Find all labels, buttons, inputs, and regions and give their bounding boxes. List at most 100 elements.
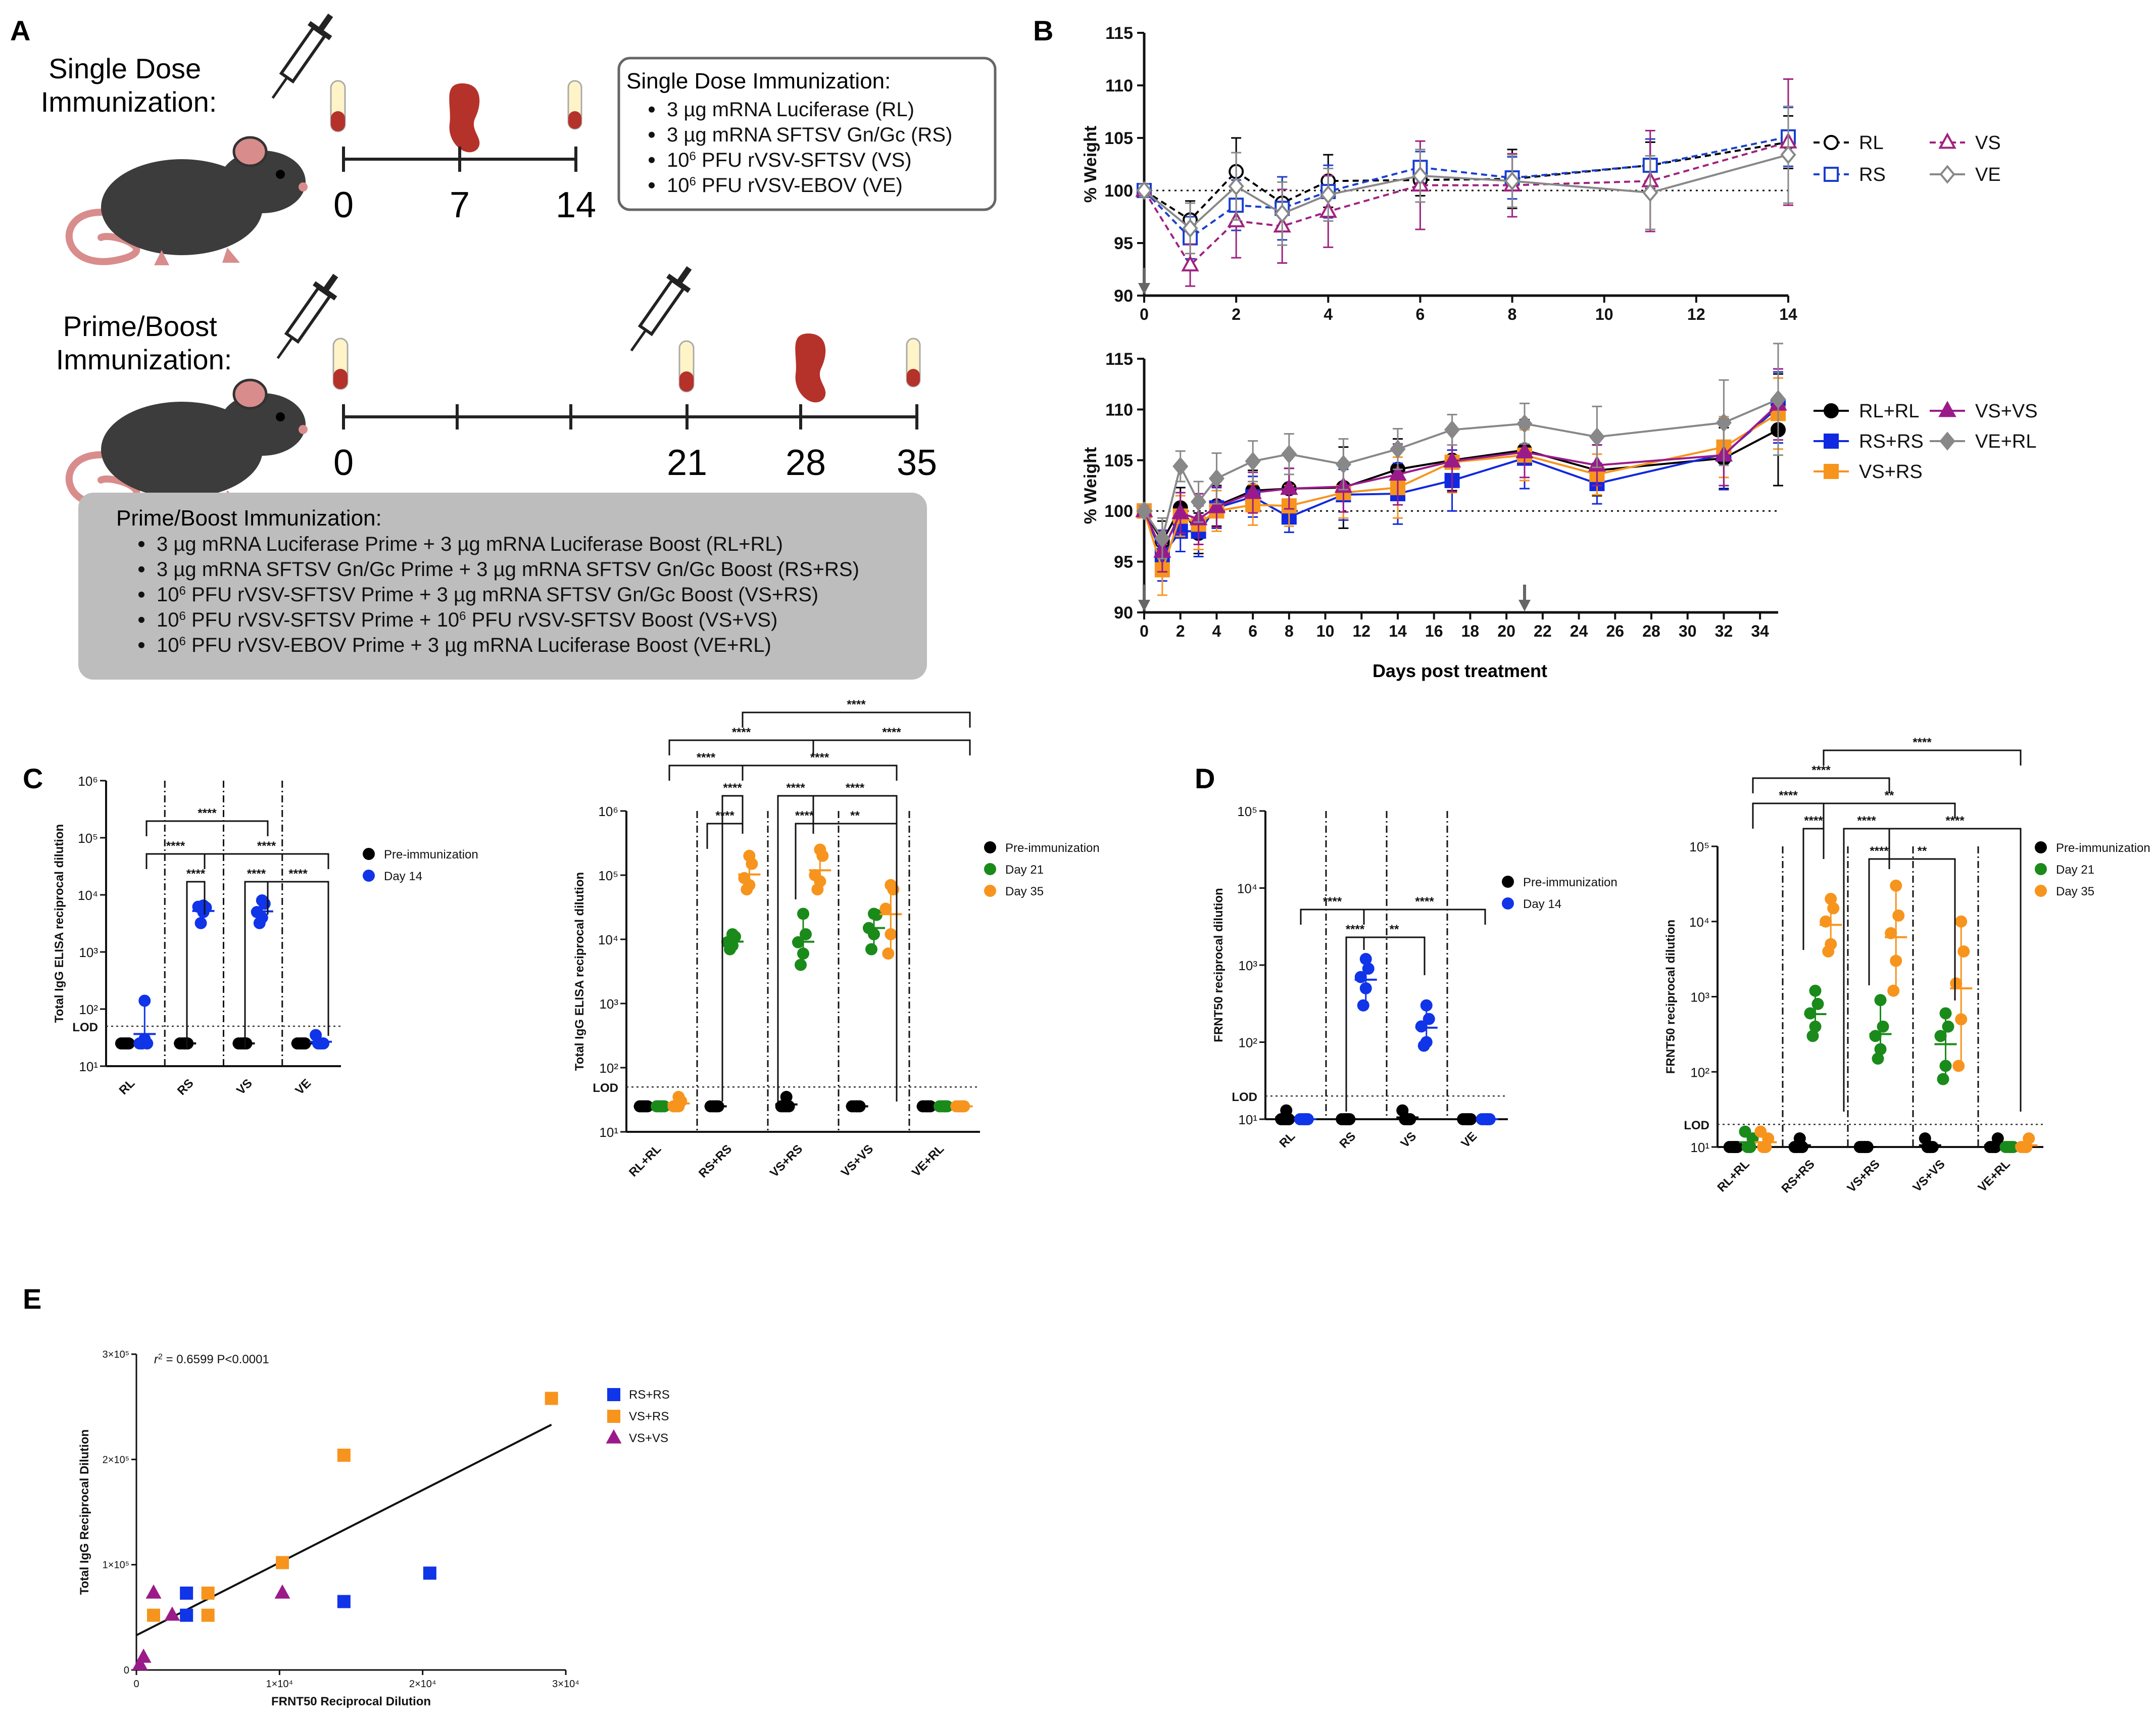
- data-point-Pre-immunization: [1921, 1141, 1934, 1153]
- y-tick-label: 10⁶: [78, 774, 98, 789]
- data-point-Pre-immunization: [1791, 1141, 1803, 1153]
- panel-letter-a: A: [10, 15, 30, 46]
- lod-label: LOD: [1684, 1119, 1709, 1132]
- treatment-arrow-icon: [1518, 600, 1531, 611]
- x-axis-label: FRNT50 Reciprocal Dilution: [271, 1695, 431, 1708]
- significance-label: ****: [1323, 895, 1342, 909]
- x-tick-label: 6: [1416, 305, 1425, 323]
- data-point-VS: [1181, 255, 1199, 272]
- data-point-Day 35: [879, 902, 892, 915]
- group-label: RS: [1337, 1129, 1359, 1151]
- lod-label: LOD: [593, 1081, 618, 1095]
- legend-label-VS+VS: VS+VS: [1975, 401, 2038, 422]
- data-point-Pre-immunization: [1399, 1113, 1411, 1125]
- significance-label: ****: [723, 781, 742, 795]
- y-tick-label: 10¹: [79, 1059, 98, 1074]
- legend-marker: [2035, 863, 2047, 875]
- bullet-icon: [649, 131, 655, 138]
- x-tick-label: 18: [1461, 622, 1480, 640]
- group-label: RL: [1277, 1129, 1298, 1151]
- legend-marker: [984, 863, 996, 875]
- single-dose-box: [617, 57, 997, 211]
- chart-b-top: 90 95 100 105 110 115 0 2 4 6 8 10 12 14 % Weight RL RS V…: [1081, 24, 2001, 323]
- legend-label-VS+RS: VS+RS: [1859, 461, 1923, 483]
- y-tick-label: 10³: [1238, 958, 1257, 973]
- blood-tube-prime-0: [332, 338, 349, 390]
- x-tick-label: 26: [1606, 622, 1624, 640]
- data-point-Day 21: [865, 943, 877, 955]
- y-tick-label: 10¹: [1690, 1140, 1709, 1155]
- y-tick-label: 105: [1104, 451, 1133, 470]
- group-label: VE: [292, 1076, 314, 1097]
- significance-label: ****: [1779, 789, 1798, 802]
- y-tick-label: 115: [1105, 24, 1133, 43]
- data-point-Day 35: [1827, 902, 1840, 915]
- significance-bracket: [1363, 936, 1426, 975]
- y-tick-label: 10¹: [599, 1125, 618, 1140]
- single-box-list: 3 µg mRNA Luciferase (RL) 3 µg mRNA SFTSV…: [649, 99, 952, 197]
- significance-label: ****: [715, 809, 734, 823]
- group-label: VS+VS: [1910, 1157, 1947, 1195]
- x-tick-label: 12: [1687, 305, 1705, 323]
- significance-label: ****: [795, 809, 814, 823]
- data-point-VE+RL: [1516, 414, 1533, 434]
- spleen-icon-prime: [795, 333, 826, 403]
- group-label: VS: [234, 1076, 255, 1097]
- data-point-VS+VS: [1171, 503, 1190, 519]
- significance-label: ****: [1811, 763, 1831, 777]
- y-tick-label: 10⁵: [78, 831, 98, 846]
- legend-label-RS+RS: RS+RS: [1859, 431, 1924, 452]
- legend-marker: [1502, 897, 1514, 910]
- y-tick-label: 10¹: [1238, 1112, 1257, 1127]
- legend-marker: [2035, 841, 2047, 853]
- x-tick-label: 4: [1324, 305, 1333, 323]
- mouse-illustration-prime: [65, 378, 308, 508]
- x-tick-label: 8: [1508, 305, 1517, 323]
- group-label: RS+RS: [696, 1142, 734, 1180]
- prime-box-list: 3 µg mRNA Luciferase Prime + 3 µg mRNA L…: [138, 533, 859, 656]
- x-tick-label: 1×10⁴: [266, 1679, 293, 1690]
- y-tick-label: 10⁵: [1237, 804, 1257, 819]
- prime-day-35: 35: [897, 443, 937, 483]
- chart-d-right: 10¹ 10² 10³ 10⁴ 10⁵ LOD FRNT50 reciprocal dilu…: [1664, 736, 2150, 1196]
- series-line-RL+RL: [1143, 428, 1779, 544]
- data-point-VE+RL: [1245, 452, 1261, 471]
- y-tick-label: 10³: [599, 996, 618, 1012]
- significance-label: **: [1390, 923, 1399, 936]
- legend-label: Pre-immunization: [1005, 841, 1100, 855]
- legend-label-VE+RL: VE+RL: [1975, 431, 2036, 452]
- legend-label-VS: VS: [1975, 132, 2001, 154]
- significance-label: **: [850, 809, 860, 823]
- blood-tube-icon: [330, 80, 346, 132]
- prime-boost-box: [78, 493, 927, 680]
- x-tick-label: 0: [133, 1679, 139, 1690]
- data-point-VE: [1274, 204, 1290, 223]
- data-point-Day 35: [1822, 945, 1835, 958]
- data-point-VE+RL: [1444, 420, 1460, 440]
- data-point-Day 21: [1872, 1053, 1884, 1065]
- data-point-VS+VS: [1515, 442, 1534, 459]
- data-point-Day 21: [724, 943, 736, 955]
- legend-label: Day 14: [1523, 897, 1561, 911]
- legend-marker: [607, 1388, 620, 1401]
- x-tick-label: 2: [1176, 622, 1185, 640]
- group-label: RS: [175, 1076, 197, 1098]
- data-point-Day 35: [670, 1100, 682, 1113]
- data-point-Day 14: [1354, 971, 1367, 983]
- y-tick-label: 100: [1104, 502, 1133, 521]
- prime-day-21: 21: [667, 443, 707, 483]
- data-point-Pre-immunization: [1278, 1113, 1290, 1125]
- x-tick-label: 4: [1212, 622, 1221, 640]
- spleen-icon: [449, 83, 480, 153]
- y-tick-label: 110: [1105, 400, 1133, 419]
- legend-marker: [1938, 132, 1956, 149]
- y-axis-label: % Weight: [1081, 126, 1100, 203]
- data-point-VE: [1182, 219, 1198, 238]
- significance-label: ****: [847, 698, 866, 711]
- significance-label: ****: [1415, 895, 1434, 909]
- significance-label: ****: [1870, 844, 1889, 858]
- legend-label: Pre-immunization: [2056, 841, 2150, 855]
- data-point-VE+RL: [1716, 413, 1732, 433]
- legend-marker: [1502, 876, 1514, 888]
- x-tick-label: 3×10⁴: [552, 1679, 579, 1690]
